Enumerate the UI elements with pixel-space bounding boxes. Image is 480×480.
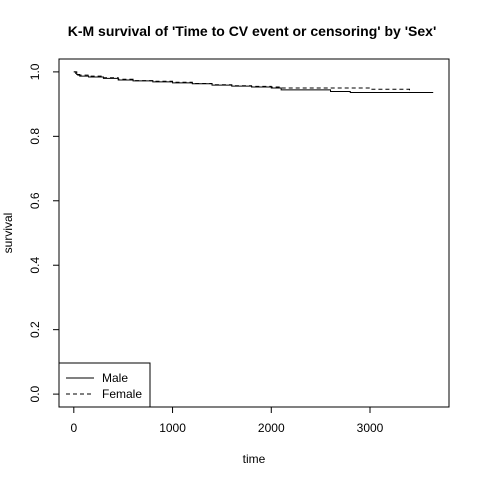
y-tick-label: 0.2 [28, 321, 42, 338]
y-tick-label: 0.0 [28, 385, 42, 402]
y-axis: 0.0 0.2 0.4 0.6 0.8 1.0 [28, 63, 60, 402]
x-tick-label: 2000 [258, 421, 285, 435]
chart-title: K-M survival of 'Time to CV event or cen… [68, 23, 437, 39]
x-tick-label: 3000 [357, 421, 384, 435]
legend-female-label: Female [102, 387, 142, 401]
y-axis-label: survival [1, 213, 15, 254]
y-tick-label: 1.0 [28, 63, 42, 80]
x-axis-label: time [243, 452, 266, 466]
y-tick-label: 0.6 [28, 192, 42, 209]
x-axis: 0 1000 2000 3000 [70, 406, 384, 435]
x-tick-label: 0 [70, 421, 77, 435]
legend-box [58, 362, 151, 408]
x-tick-label: 1000 [159, 421, 186, 435]
y-tick-label: 0.8 [28, 128, 42, 145]
y-tick-label: 0.4 [28, 257, 42, 274]
series-line-female [73, 71, 411, 92]
legend-male-label: Male [102, 371, 128, 385]
legend: Male Female [58, 362, 151, 408]
plot-frame [58, 58, 450, 408]
series-layer [73, 71, 434, 94]
